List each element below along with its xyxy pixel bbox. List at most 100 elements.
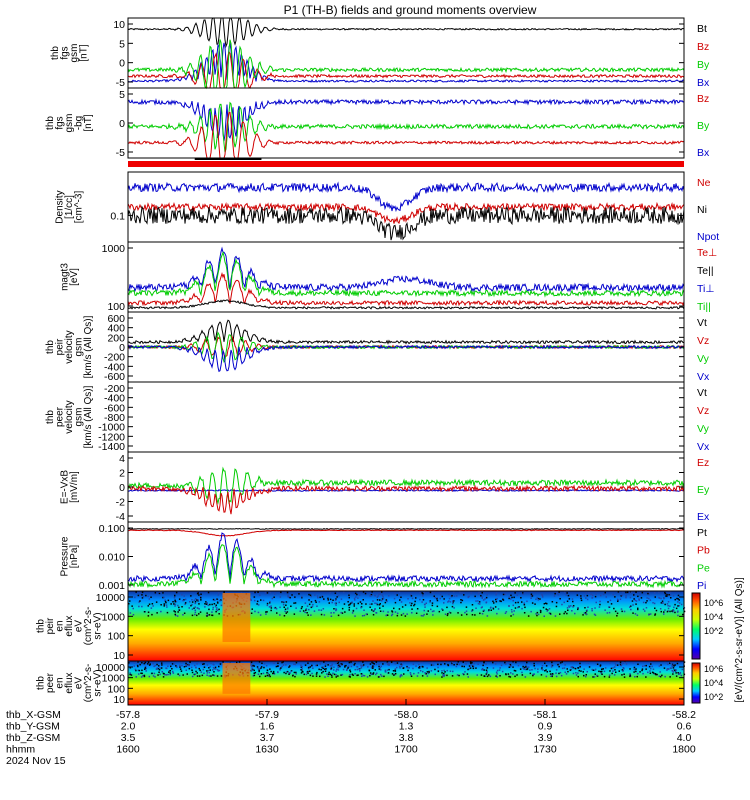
y-axis-label: thb <box>45 116 56 130</box>
y-axis-label: peer <box>55 406 66 427</box>
y-tick-label: 1000 <box>102 611 126 623</box>
y-tick-label: 2 <box>119 468 125 480</box>
chart-title: P1 (TH-B) fields and ground moments over… <box>284 3 537 17</box>
y-axis-label: eV <box>74 677 85 690</box>
series-7-1 <box>128 529 685 537</box>
legend-entry: Ni <box>697 204 707 216</box>
series-2-1 <box>127 201 685 225</box>
y-tick-label: 100 <box>107 631 125 643</box>
y-tick-label: 4 <box>119 453 125 465</box>
x-tick-label: -57.9 <box>255 709 279 721</box>
y-axis-label: peir <box>55 338 66 355</box>
x-tick-label: 0.6 <box>677 721 692 733</box>
legend-entry: Pt <box>697 527 707 539</box>
y-tick-label: 0.100 <box>99 523 125 535</box>
spectrogram-9 <box>128 661 684 705</box>
series-3-3 <box>127 299 685 310</box>
series-3-2 <box>127 271 685 307</box>
y-axis-label: [nT] <box>83 114 94 131</box>
y-axis-label: velocity <box>64 330 75 363</box>
series-4-0 <box>127 319 685 345</box>
y-axis-label: gsm <box>74 408 85 427</box>
colorbar: 10^6 10^4 10^2 10^6 10^4 10^2 [eV/(cm^2-s-sr-e… <box>691 577 745 704</box>
y-axis-label: Pressure <box>59 536 70 576</box>
legend-entry: Vy <box>697 353 710 365</box>
x-tick-label: 3.9 <box>538 732 553 744</box>
y-tick-label: -400 <box>104 393 125 405</box>
panel-8: 10000 1000 100 10 thbpeirenefluxeV(cm^2-s-sr… <box>36 590 686 662</box>
spectrogram-8 <box>128 591 684 661</box>
y-tick-label: -5 <box>116 77 125 89</box>
series-0-1 <box>127 42 685 84</box>
y-axis-label: E=-VxB <box>59 470 70 505</box>
legend-entry: Ti|| <box>697 301 711 313</box>
panel-frame-2 <box>127 171 685 243</box>
legend-entry: Te⊥ <box>697 247 717 259</box>
y-tick-label: 0 <box>119 58 125 70</box>
x-tick-label: 2.0 <box>121 721 136 733</box>
panel-frame-5 <box>127 381 685 453</box>
y-tick-label: 400 <box>107 323 125 335</box>
legend-entry: Bz <box>697 41 709 53</box>
legend-entry: Vt <box>697 317 707 329</box>
x-tick-label: 3.7 <box>260 732 275 744</box>
y-axis-label: thb <box>36 619 47 633</box>
y-axis-label: Density <box>55 190 66 223</box>
x-tick-label: -58.1 <box>533 709 557 721</box>
x-tick-label: 1.6 <box>260 721 275 733</box>
y-tick-label: -5 <box>116 147 125 159</box>
y-tick-label: 10 <box>113 694 125 706</box>
series-1-1 <box>127 101 685 153</box>
y-axis-label: en <box>55 677 66 688</box>
y-axis-label: [km/s (All Qs)] <box>83 385 94 448</box>
legend-entry: Npot <box>697 231 719 243</box>
y-axis-label: en <box>55 620 66 631</box>
x-tick-label: -57.8 <box>116 709 140 721</box>
y-tick-label: 5 <box>119 38 125 50</box>
y-tick-label: -1400 <box>98 441 125 453</box>
x-tick-label: 4.0 <box>677 732 692 744</box>
colorbar-label: [eV/(cm^2-s-sr-eV)] (All Qs)] <box>734 577 745 702</box>
x-tick-label: 3.5 <box>121 732 136 744</box>
y-tick-label: -200 <box>104 383 125 395</box>
y-axis-label: [eV] <box>69 268 80 286</box>
x-tick-label: 1730 <box>533 744 557 756</box>
panel-2: 0.1 Density[1/cc][cm^-3] Ne Ni Npot <box>55 171 719 243</box>
series-7-0 <box>127 528 684 530</box>
burst-region <box>222 593 251 642</box>
x-tick-label: 3.8 <box>399 732 414 744</box>
y-tick-label: 10000 <box>96 592 125 604</box>
y-axis-label: [1/cc] <box>64 195 75 219</box>
flag-marks <box>194 158 262 160</box>
x-tick-label: -58.0 <box>394 709 418 721</box>
series-0-0 <box>127 17 685 49</box>
x-tick-label: 1800 <box>672 744 696 756</box>
y-tick-label: -2 <box>116 497 125 509</box>
series-1-0 <box>127 98 685 142</box>
y-tick-label: 10000 <box>96 662 125 674</box>
colorbar-tick: 10^2 <box>704 626 723 636</box>
y-tick-label: -1200 <box>98 431 125 443</box>
legend-entry: Vt <box>697 387 707 399</box>
legend-entry: Pe <box>697 562 710 574</box>
series-7-2 <box>127 532 685 584</box>
legend-entry: Te|| <box>697 265 714 277</box>
series-0-3 <box>127 39 685 90</box>
y-tick-label: 100 <box>107 301 125 313</box>
legend-entry: Bx <box>697 147 710 159</box>
y-tick-label: 0 <box>119 118 125 130</box>
y-tick-label: 10 <box>113 19 125 31</box>
y-axis-label: thb <box>45 410 56 424</box>
legend-entry: By <box>697 59 710 71</box>
x-row-label: thb_Y-GSM <box>6 721 60 733</box>
x-tick-label: 1600 <box>116 744 140 756</box>
legend-entry: Ti⊥ <box>697 283 715 295</box>
panels: 1050-5thbfgsgsm[nT]BtBzByBx50-5thbfgsgsm… <box>36 17 719 706</box>
colorbar-2 <box>691 662 701 704</box>
legend-entry: By <box>697 120 710 132</box>
series-7-3 <box>127 544 685 589</box>
y-tick-label: -4 <box>116 511 125 523</box>
